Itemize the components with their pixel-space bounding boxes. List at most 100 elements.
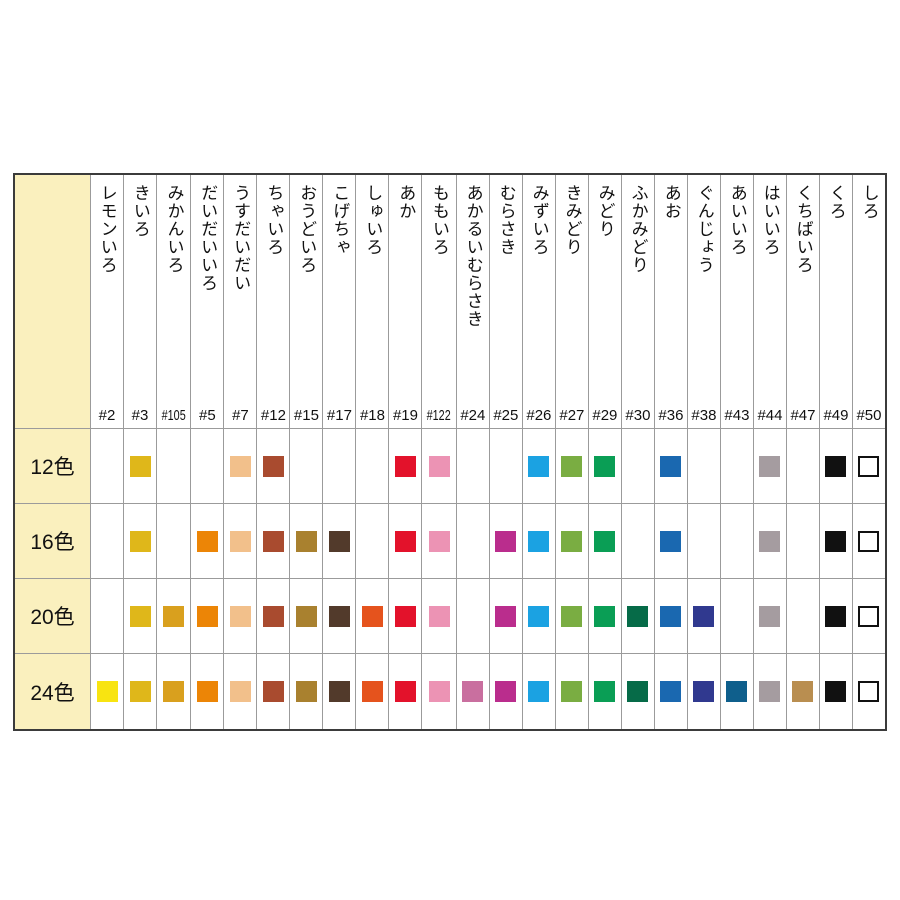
color-cell	[289, 654, 322, 729]
color-name-vertical: みどり	[595, 184, 615, 238]
color-cell	[123, 654, 156, 729]
color-cell	[322, 429, 356, 504]
color-number: #3	[131, 407, 149, 424]
color-number: #36	[658, 407, 684, 424]
color-cell	[355, 654, 388, 729]
color-number: #27	[559, 407, 585, 424]
color-cell	[653, 579, 687, 654]
color-number: #24	[460, 407, 486, 424]
color-cell	[719, 504, 753, 579]
color-swatch-36	[660, 530, 682, 552]
color-name-vertical: だいだいいろ	[198, 184, 218, 292]
color-number: #43	[724, 407, 750, 424]
color-name-vertical: しろ	[859, 184, 879, 220]
color-number: #26	[526, 407, 552, 424]
header-cell: おうどいろ #15	[289, 175, 323, 429]
color-swatch-26	[528, 530, 550, 552]
header-cell: みずいろ #26	[521, 175, 555, 429]
header-cell: うすだいだい #7	[223, 175, 257, 429]
color-number: #15	[293, 407, 319, 424]
color-cell	[818, 579, 852, 654]
color-swatch-5	[196, 681, 218, 702]
color-name-vertical: ふかみどり	[628, 184, 648, 274]
color-cell	[521, 654, 555, 729]
color-cell	[90, 579, 123, 654]
row-label-set-size: 12色	[15, 429, 90, 504]
header-cell: ちゃいろ #12	[256, 175, 290, 429]
header-cell: ふかみどり #30	[620, 175, 654, 429]
color-swatch-15	[295, 530, 317, 552]
color-cell	[554, 429, 588, 504]
color-cell	[223, 579, 257, 654]
color-cell	[421, 579, 456, 654]
color-number: #105	[161, 407, 186, 424]
color-cell	[488, 429, 522, 504]
header-cell: あかるいむらさき #24	[455, 175, 489, 429]
color-name-vertical: おうどいろ	[297, 184, 317, 274]
color-cell	[521, 579, 555, 654]
color-swatch-122	[428, 455, 450, 477]
color-number: #50	[856, 407, 882, 424]
color-number: #25	[493, 407, 519, 424]
color-swatch-12	[262, 605, 284, 627]
color-name-vertical: きみどり	[562, 184, 582, 256]
color-cell	[421, 429, 456, 504]
color-cell	[421, 654, 455, 729]
color-swatch-44	[759, 605, 781, 627]
color-swatch-15	[295, 681, 317, 702]
color-cell	[156, 504, 191, 579]
color-swatch-27	[561, 530, 583, 552]
color-cell	[123, 579, 157, 654]
color-swatch-18	[361, 681, 383, 702]
color-cell	[785, 654, 819, 729]
color-number: #12	[260, 407, 286, 424]
color-swatch-49	[825, 530, 847, 552]
color-cell	[488, 654, 522, 729]
row-label-set-size: 16色	[15, 504, 90, 579]
color-swatch-44	[759, 455, 781, 477]
color-cell	[388, 429, 422, 504]
color-swatch-19	[394, 455, 416, 477]
color-cell	[388, 654, 421, 729]
color-swatch-47	[792, 681, 814, 702]
color-swatch-49	[825, 455, 847, 477]
color-number: #5	[199, 407, 216, 424]
color-cell	[156, 429, 191, 504]
color-number: #2	[98, 407, 116, 424]
color-cell	[587, 654, 621, 729]
header-cell: あいいろ #43	[719, 175, 753, 429]
color-cell	[190, 579, 224, 654]
color-number: #49	[823, 407, 849, 424]
color-swatch-30	[627, 681, 649, 702]
color-swatch-7	[229, 605, 251, 627]
color-swatch-26	[528, 455, 550, 477]
color-cell	[818, 654, 852, 729]
color-swatch-19	[394, 681, 416, 702]
color-cell	[653, 504, 687, 579]
header-cell: くろ #49	[818, 175, 852, 429]
color-cell	[256, 429, 290, 504]
color-swatch-25	[495, 681, 517, 702]
color-swatch-29	[594, 530, 616, 552]
header-cell: しゅいろ #18	[355, 175, 389, 429]
color-cell	[256, 504, 290, 579]
corner-cell	[15, 175, 90, 429]
color-cell	[223, 429, 257, 504]
color-swatch-19	[394, 530, 416, 552]
color-swatch-49	[825, 681, 847, 702]
color-swatch-25	[495, 530, 517, 552]
color-swatch-50	[858, 605, 880, 627]
color-cell	[851, 654, 885, 729]
color-number: #30	[625, 407, 651, 424]
color-cell	[322, 579, 356, 654]
color-swatch-3	[129, 455, 151, 477]
color-name-vertical: あお	[661, 184, 681, 220]
color-swatch-26	[528, 681, 550, 702]
color-swatch-5	[196, 530, 218, 552]
color-cell	[620, 504, 654, 579]
color-number: #44	[757, 407, 783, 424]
color-cell	[686, 579, 720, 654]
color-cell	[322, 654, 355, 729]
color-cell	[256, 654, 289, 729]
color-swatch-3	[129, 681, 151, 702]
